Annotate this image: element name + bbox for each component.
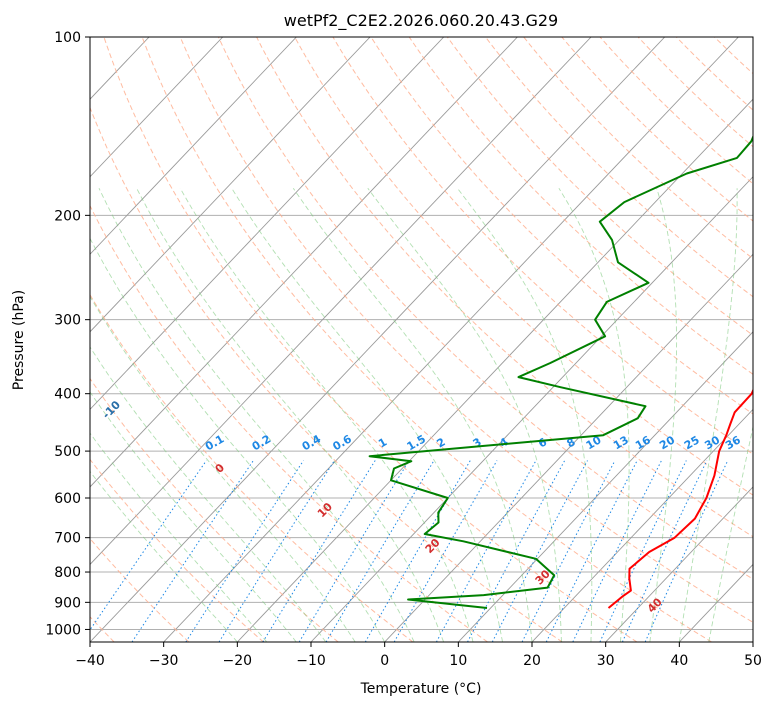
- isotherm-line: [237, 98, 753, 642]
- moist-adiabat-line: [90, 237, 386, 642]
- isotherm-line: [90, 37, 518, 488]
- dry-adiabat-line: [90, 537, 190, 642]
- moist-adiabat-line: [90, 346, 327, 642]
- dry-adiabat-line: [179, 37, 753, 623]
- mixing-ratio-line: [325, 460, 435, 642]
- x-axis-label: Temperature (°C): [360, 681, 482, 697]
- isotherm-line: [605, 486, 753, 642]
- dry-adiabat-line: [90, 106, 563, 642]
- isotherm-line: [384, 253, 753, 642]
- isotherm-line: [90, 37, 371, 333]
- plot-frame: [89, 36, 754, 643]
- x-tick-label: 0: [380, 653, 389, 669]
- isotherm-line: [531, 408, 753, 642]
- x-tick-label: 40: [670, 653, 688, 669]
- isotherm-line: [90, 37, 592, 566]
- dry-adiabat-line: [90, 293, 414, 642]
- dry-adiabat-line: [103, 37, 638, 642]
- isotherm-line: [163, 37, 739, 642]
- moist-adiabat-line: [231, 187, 503, 642]
- moist-adiabat-line: [179, 187, 474, 642]
- moist-adiabat-line: [90, 391, 297, 642]
- y-tick-label: 100: [54, 30, 81, 46]
- dry-adiabat-line: [90, 458, 264, 642]
- moist-adiabat-line: [558, 187, 630, 642]
- isotherm-line: [90, 37, 224, 178]
- mixing-ratio-line: [131, 460, 254, 642]
- x-tick-label: 10: [449, 653, 467, 669]
- x-tick-label: −20: [223, 653, 253, 669]
- mixing-ratio-line: [644, 460, 729, 642]
- moist-adiabat-line: [136, 187, 445, 642]
- y-tick-label: 200: [54, 208, 81, 224]
- y-tick-label: 1000: [45, 622, 81, 638]
- dry-adiabat-line: [561, 37, 753, 222]
- x-tick-label: −10: [296, 653, 326, 669]
- isotherm-line: [458, 331, 753, 642]
- isotherm-line: [90, 37, 297, 255]
- dry-adiabat-line: [370, 37, 753, 415]
- mixing-ratio-line: [572, 460, 662, 642]
- dry-adiabat-line: [408, 37, 753, 375]
- dry-adiabat-line: [599, 37, 753, 185]
- mixing-ratio-line: [599, 460, 687, 642]
- mixing-ratio-line: [621, 460, 708, 642]
- x-tick-label: −30: [149, 653, 179, 669]
- y-axis-label: Pressure (hPa): [11, 290, 27, 390]
- moist-adiabat-line: [457, 187, 593, 642]
- dewpoint-profile-line: [368, 134, 753, 609]
- x-tick-label: 20: [523, 653, 541, 669]
- moist-adiabat-line: [90, 432, 268, 642]
- temperature-profile-line: [607, 388, 753, 609]
- moist-adiabat-line: [292, 187, 533, 642]
- isotherm-line: [90, 37, 445, 411]
- mixing-ratio-line: [90, 460, 207, 631]
- mixing-ratio-line: [435, 460, 537, 642]
- x-tick-label: −40: [75, 653, 105, 669]
- chart-title: wetPf2_C2E2.2026.060.20.43.G29: [284, 11, 558, 31]
- dry-adiabat-line: [637, 37, 753, 148]
- mixing-ratio-line: [185, 460, 304, 642]
- x-tick-label: 50: [744, 653, 762, 669]
- mixing-ratio-line: [298, 460, 410, 642]
- y-tick-label: 600: [54, 491, 81, 507]
- dry-adiabat-line: [294, 37, 753, 496]
- mixing-ratio-line: [545, 460, 638, 642]
- y-tick-label: 500: [54, 444, 81, 460]
- x-tick-label: 30: [597, 653, 615, 669]
- moist-adiabat-line: [708, 424, 753, 642]
- y-tick-label: 700: [54, 531, 81, 547]
- moist-adiabat-line: [649, 188, 678, 642]
- mixing-ratio-line: [364, 460, 471, 642]
- y-tick-label: 800: [54, 565, 81, 581]
- dry-adiabat-line: [256, 37, 753, 538]
- moist-adiabat-line: [98, 188, 415, 642]
- y-tick-label: 300: [54, 313, 81, 329]
- plot-area: 0.10.20.40.611.52346810131620253036-100-…: [90, 37, 753, 642]
- moist-adiabat-line: [90, 295, 356, 642]
- y-tick-label: 400: [54, 387, 81, 403]
- dry-adiabat-line: [332, 37, 753, 455]
- isotherm-line: [90, 37, 666, 642]
- y-tick-label: 900: [54, 595, 81, 611]
- moist-adiabat-line: [90, 470, 238, 642]
- dry-adiabat-line: [217, 37, 753, 580]
- dry-adiabat-line: [485, 37, 753, 298]
- moist-adiabat-line: [367, 187, 562, 642]
